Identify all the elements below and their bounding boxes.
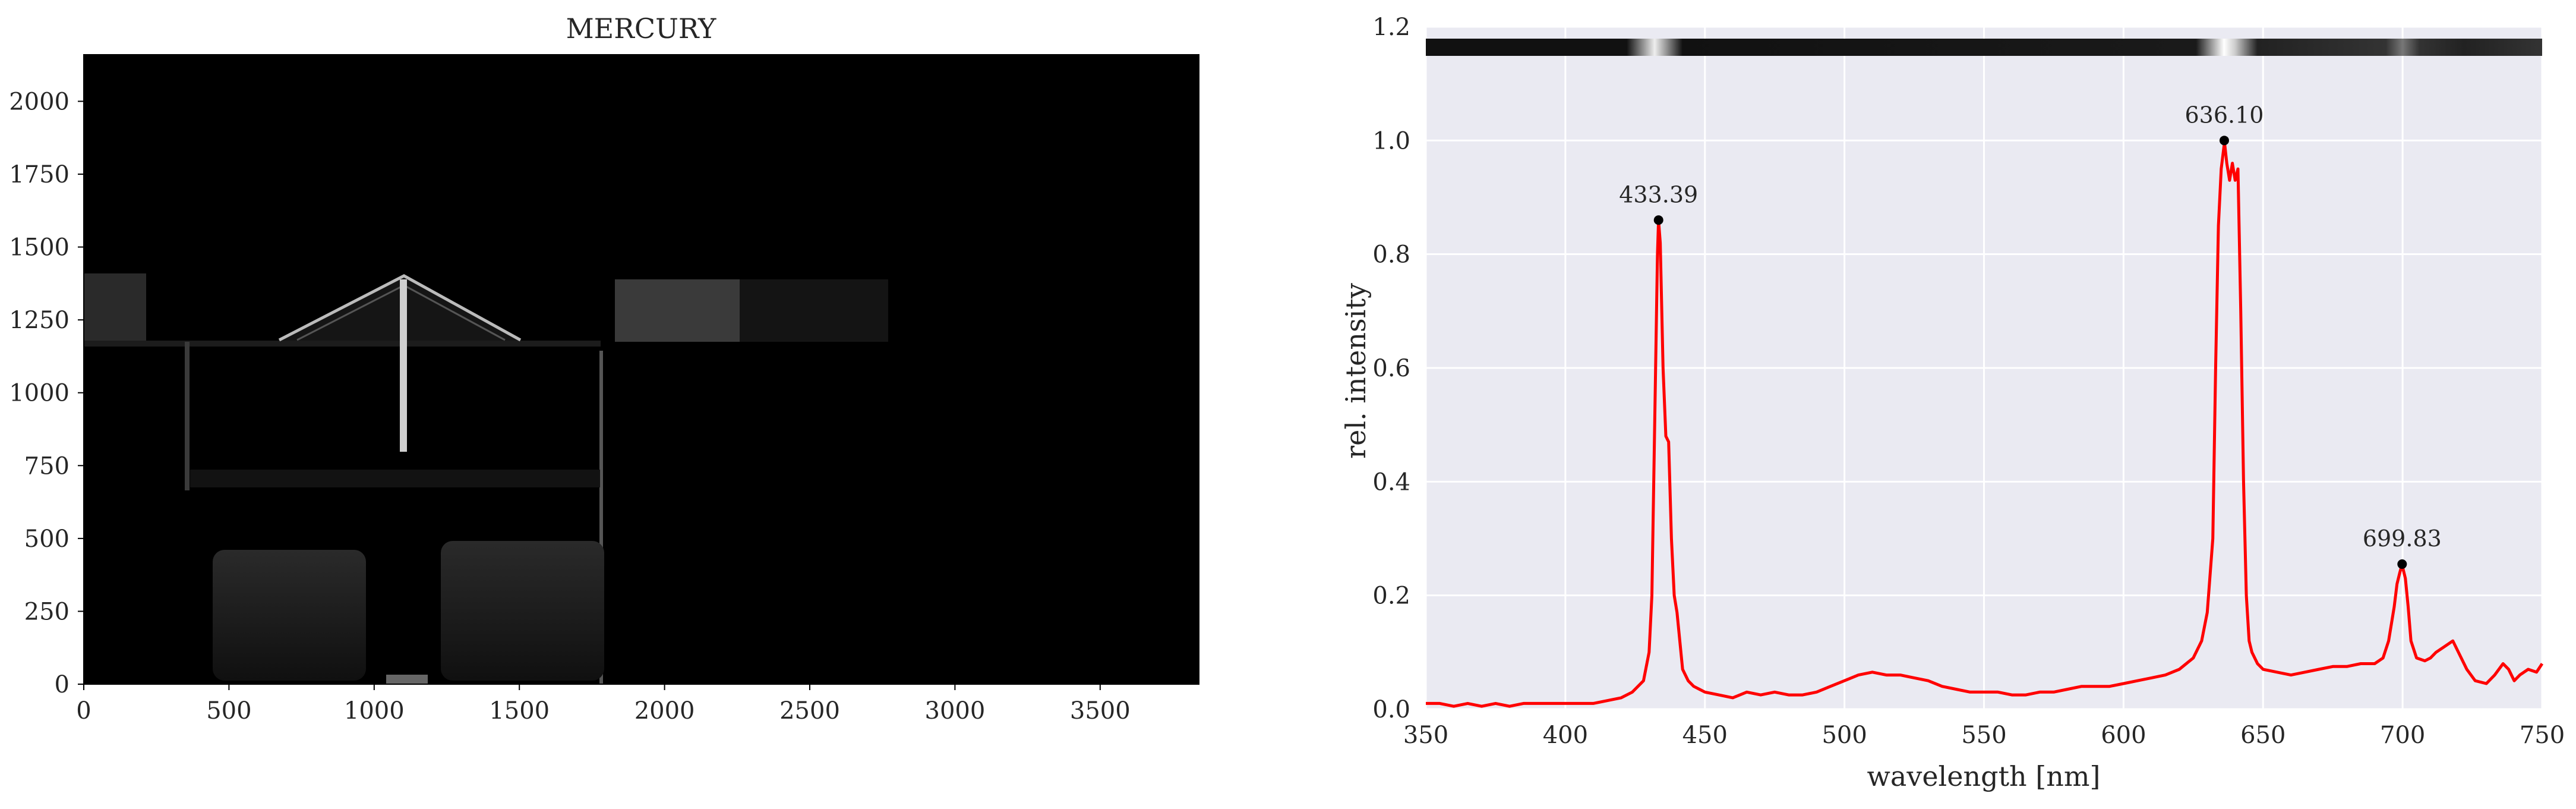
plot-y-tick-label: 1.0	[1372, 127, 1410, 155]
plot-x-ticks: 350 400 450 500 550 600 650 700 750	[1403, 722, 2565, 749]
peak-point	[2219, 136, 2229, 146]
image-y-tick-label: 1250	[9, 307, 70, 334]
peak-label: 433.39	[1619, 181, 1698, 207]
plot-y-tick-label: 0.4	[1372, 468, 1410, 496]
image-y-tick-label: 1750	[9, 161, 70, 188]
image-lens-right	[441, 541, 604, 681]
image-x-tick-label: 3500	[1070, 697, 1131, 725]
plot-x-tick-label: 750	[2520, 722, 2565, 749]
image-light-column	[400, 279, 407, 452]
image-table-edge	[84, 341, 601, 347]
image-x-tick-label: 3000	[925, 697, 986, 725]
plot-y-tick-label: 0.0	[1372, 696, 1410, 723]
plot-x-tick-label: 600	[2101, 722, 2146, 749]
plot-x-tick-label: 350	[1403, 722, 1448, 749]
image-x-tick-label: 1500	[489, 697, 550, 725]
image-y-tick-label: 250	[24, 598, 70, 625]
x-axis-label: wavelength [nm]	[1867, 760, 2101, 792]
plot-y-tick-label: 1.2	[1372, 14, 1410, 41]
image-right-block-fade	[740, 279, 888, 342]
plot-x-tick-label: 550	[1961, 722, 2006, 749]
image-prism-edge	[278, 274, 522, 342]
image-y-tick-label: 0	[55, 671, 70, 698]
image-light-bottom	[386, 675, 428, 684]
plot-grid	[1425, 26, 2543, 710]
image-x-tick-label: 0	[76, 697, 91, 725]
image-bar-horizontal	[190, 470, 600, 487]
image-right-block	[615, 279, 740, 342]
plot-x-tick-label: 650	[2240, 722, 2285, 749]
image-mount-right	[599, 351, 603, 684]
peak-label: 636.10	[2184, 102, 2264, 128]
image-y-tick-label: 1500	[9, 234, 70, 262]
image-x-ticks: 0 500 1000 1500 2000 2500 3000 3500	[76, 684, 1131, 725]
spectrum-strip	[1426, 39, 2542, 56]
peak-markers: 433.39 636.10 699.83	[1619, 102, 2442, 569]
peak-point	[1653, 215, 1663, 225]
image-mount-left	[185, 342, 190, 490]
plot-y-tick-label: 0.6	[1372, 355, 1410, 382]
image-y-tick-label: 1000	[9, 380, 70, 407]
plot-y-tick-label: 0.8	[1372, 241, 1410, 269]
peak-label: 699.83	[2363, 525, 2442, 552]
spectrum-plot-panel: 433.39 636.10 699.83 350 400 450 500 550 600 650…	[1340, 14, 2565, 792]
plot-x-tick-label: 500	[1821, 722, 1867, 749]
image-x-tick-label: 2500	[779, 697, 840, 725]
image-frame	[83, 54, 1199, 685]
plot-x-tick-label: 400	[1543, 722, 1588, 749]
y-axis-label: rel. intensity	[1340, 283, 1372, 459]
plot-x-tick-label: 450	[1682, 722, 1728, 749]
image-y-tick-label: 500	[24, 525, 70, 553]
image-y-tick-label: 750	[24, 452, 70, 480]
image-x-tick-label: 2000	[634, 697, 695, 725]
plot-x-tick-label: 700	[2380, 722, 2425, 749]
image-y-ticks: 0 250 500 750 1000 1250 1500 1750 2000	[9, 88, 84, 698]
image-x-tick-label: 1000	[344, 697, 405, 725]
plot-y-ticks: 0.0 0.2 0.4 0.6 0.8 1.0 1.2	[1372, 14, 1410, 723]
camera-image-panel: MERCURY 0 500 1000 1500 2000 2500 3000 3500 0 25…	[9, 12, 1199, 725]
image-lens-left	[213, 550, 366, 681]
image-y-tick-label: 2000	[9, 88, 70, 115]
image-left-bright-region	[84, 273, 146, 342]
plot-y-tick-label: 0.2	[1372, 583, 1410, 610]
mercury-camera-image	[84, 55, 1199, 684]
image-title: MERCURY	[566, 12, 716, 45]
peak-point	[2397, 559, 2407, 569]
image-x-tick-label: 500	[206, 697, 251, 725]
